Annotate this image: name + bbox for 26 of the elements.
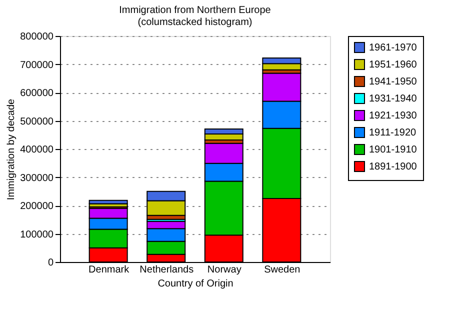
legend-label: 1931-1940: [369, 94, 418, 104]
legend-label: 1921-1930: [369, 110, 418, 122]
y-tick-label: 100000: [20, 229, 54, 240]
legend-label: 1901-1910: [369, 144, 418, 156]
x-axis-title: Country of Origin: [158, 278, 234, 290]
y-tick-label: 500000: [20, 116, 54, 128]
chart-title: Immigration from Northern Europe: [119, 5, 272, 16]
legend-label: 1961-1970: [369, 42, 418, 54]
y-tick-label: 700000: [20, 60, 54, 71]
y-tick-label: 600000: [20, 88, 54, 99]
y-tick-label: 800000: [20, 32, 54, 42]
y-axis-title: Immigration by decade: [6, 98, 18, 200]
x-tick-label: Sweden: [264, 264, 300, 276]
y-tick-label: 200000: [20, 201, 54, 212]
y-tick-label: 300000: [20, 172, 54, 184]
y-tick-label: 0: [48, 258, 54, 268]
legend-label: 1941-1950: [369, 76, 418, 88]
x-tick-label: Denmark: [88, 264, 130, 276]
y-tick-label: 400000: [20, 144, 54, 156]
x-tick-label: Norway: [207, 264, 242, 276]
legend-label: 1911-1920: [369, 128, 417, 138]
legend-label: 1891-1900: [369, 162, 418, 172]
legend-label: 1951-1960: [369, 60, 418, 70]
chart-subtitle: (columstacked histogram): [138, 17, 252, 28]
bar: [88, 200, 128, 204]
x-tick-label: Netherlands: [140, 264, 194, 276]
